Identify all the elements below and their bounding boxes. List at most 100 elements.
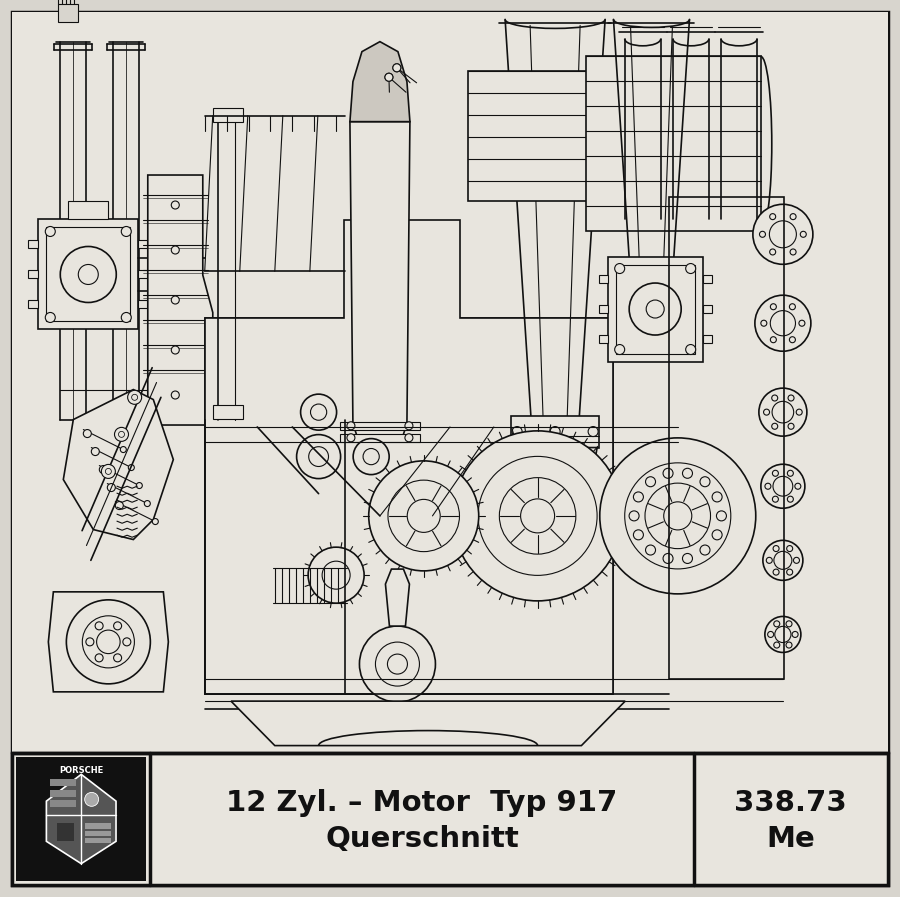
Circle shape xyxy=(629,511,639,521)
Bar xyxy=(28,240,39,248)
Circle shape xyxy=(772,401,794,423)
Bar xyxy=(139,240,148,248)
Circle shape xyxy=(789,336,796,343)
Circle shape xyxy=(346,422,355,430)
Circle shape xyxy=(788,470,794,476)
Bar xyxy=(58,4,78,22)
Bar xyxy=(85,823,111,829)
Circle shape xyxy=(772,496,778,502)
Bar xyxy=(213,109,244,122)
Bar xyxy=(213,405,244,419)
Bar xyxy=(204,318,613,693)
Bar xyxy=(669,197,784,679)
Text: Me: Me xyxy=(767,825,815,853)
Circle shape xyxy=(86,638,94,646)
Circle shape xyxy=(800,231,806,238)
Circle shape xyxy=(405,422,413,430)
Circle shape xyxy=(770,249,776,255)
Circle shape xyxy=(787,569,793,575)
Circle shape xyxy=(645,483,710,549)
Circle shape xyxy=(686,344,696,354)
Circle shape xyxy=(363,448,379,465)
Circle shape xyxy=(615,344,625,354)
Circle shape xyxy=(790,213,796,220)
Bar xyxy=(467,71,627,201)
Circle shape xyxy=(634,530,643,540)
Bar xyxy=(16,757,147,881)
Bar xyxy=(598,304,608,312)
Circle shape xyxy=(771,423,778,430)
Circle shape xyxy=(60,247,116,302)
Polygon shape xyxy=(204,220,613,693)
Circle shape xyxy=(760,320,767,327)
Circle shape xyxy=(144,501,150,507)
Bar xyxy=(139,300,148,309)
Circle shape xyxy=(774,552,792,570)
Circle shape xyxy=(308,547,364,603)
Circle shape xyxy=(113,654,122,662)
Bar xyxy=(28,271,39,278)
Circle shape xyxy=(753,205,813,265)
Circle shape xyxy=(297,435,340,479)
Circle shape xyxy=(755,295,811,352)
Circle shape xyxy=(136,483,142,489)
Bar xyxy=(12,753,888,885)
Bar xyxy=(85,831,111,836)
Text: PORSCHE: PORSCHE xyxy=(59,766,104,775)
Polygon shape xyxy=(148,175,212,425)
Circle shape xyxy=(716,511,726,521)
Circle shape xyxy=(788,423,794,430)
Circle shape xyxy=(588,427,598,437)
Polygon shape xyxy=(385,569,410,626)
Polygon shape xyxy=(350,122,410,442)
Bar xyxy=(586,57,760,231)
Circle shape xyxy=(682,468,692,478)
Circle shape xyxy=(773,545,779,552)
Circle shape xyxy=(84,430,91,438)
Circle shape xyxy=(770,336,777,343)
Circle shape xyxy=(615,264,625,274)
Circle shape xyxy=(788,496,794,502)
Circle shape xyxy=(115,501,123,509)
Circle shape xyxy=(796,409,802,415)
Circle shape xyxy=(346,434,355,442)
Text: Querschnitt: Querschnitt xyxy=(325,825,518,853)
Circle shape xyxy=(774,642,779,648)
Circle shape xyxy=(385,74,393,82)
Circle shape xyxy=(392,64,400,72)
Circle shape xyxy=(787,545,793,552)
Bar xyxy=(608,257,703,361)
Bar xyxy=(68,202,108,220)
Circle shape xyxy=(763,540,803,580)
Circle shape xyxy=(645,545,655,555)
Circle shape xyxy=(766,557,772,563)
Circle shape xyxy=(453,431,623,601)
Circle shape xyxy=(794,557,799,563)
Polygon shape xyxy=(47,774,116,864)
Bar xyxy=(340,434,420,442)
Circle shape xyxy=(171,346,179,354)
Circle shape xyxy=(385,74,393,82)
Circle shape xyxy=(686,264,696,274)
Circle shape xyxy=(85,792,99,806)
Bar xyxy=(28,300,39,309)
Circle shape xyxy=(171,201,179,209)
Bar xyxy=(598,274,608,283)
Circle shape xyxy=(663,468,673,478)
Circle shape xyxy=(107,483,115,492)
Bar xyxy=(85,838,111,843)
Circle shape xyxy=(301,394,337,431)
Circle shape xyxy=(770,304,777,309)
Circle shape xyxy=(121,447,126,453)
Polygon shape xyxy=(350,41,410,122)
Circle shape xyxy=(310,404,327,420)
Circle shape xyxy=(99,466,107,474)
Circle shape xyxy=(790,249,796,255)
Bar xyxy=(139,271,148,278)
Circle shape xyxy=(634,492,643,502)
Circle shape xyxy=(45,312,55,323)
Circle shape xyxy=(763,409,769,415)
Circle shape xyxy=(309,447,328,466)
Circle shape xyxy=(712,530,722,540)
Circle shape xyxy=(712,492,722,502)
